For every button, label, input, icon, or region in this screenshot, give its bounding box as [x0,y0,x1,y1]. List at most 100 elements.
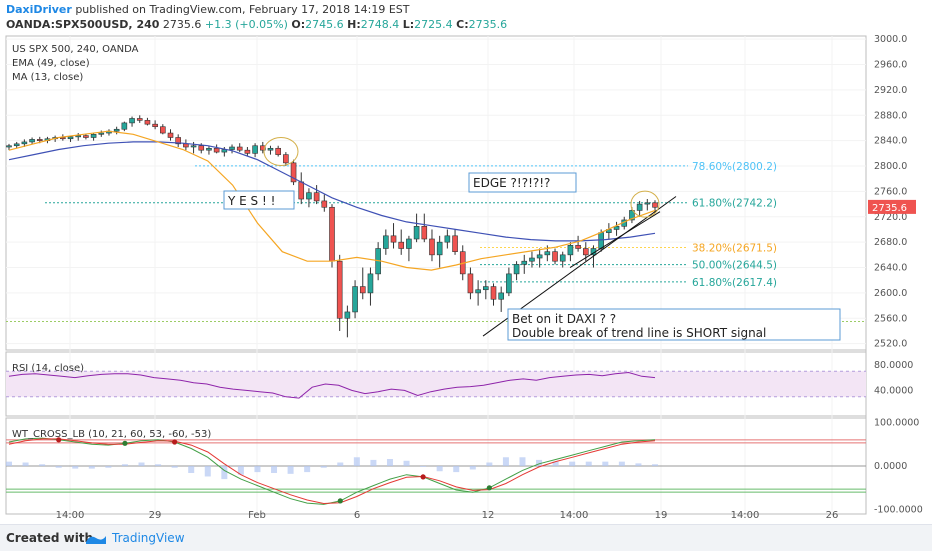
wt-hist-bar [138,462,145,466]
candle-body [306,192,312,200]
wt-cross-dot [486,485,492,491]
author-link[interactable]: DaxiDriver [6,3,72,16]
wt-hist-bar [304,466,311,473]
wt-hist-bar [271,466,278,473]
candle-body [582,248,589,256]
yes-annotation-text: Y E S ! ! [227,194,275,208]
wt-cross-dot [420,474,426,480]
x-tick-label: 19 [655,510,668,521]
candle-body [344,311,351,319]
y-tick-label: 2640.0 [874,263,907,274]
fib-level-label: 78.60%(2800.2) [692,161,777,173]
tradingview-link[interactable]: TradingView [112,531,185,545]
y-tick-label: 2840.0 [874,136,907,147]
candle-body [575,245,581,249]
candle-body [321,200,328,208]
footer-bar: Created with TradingView [0,524,932,551]
rsi-band [6,371,866,397]
candle-body [559,254,566,262]
candle-body [36,139,43,141]
wt-hist-bar [105,466,112,468]
candle-body [636,203,643,211]
close-value: 2735.6 [468,18,508,31]
fib-level-label: 50.00%(2644.5) [692,260,777,272]
y-tick-label: 2600.0 [874,288,907,299]
high-label: H: [347,18,361,31]
symbol-header: OANDA:SPX500USD, 240 2735.6 +1.3 (+0.05%… [6,18,507,31]
fib-level-label: 61.80%(2617.4) [692,277,777,289]
wt-cross-dot [337,498,343,504]
candle-body [498,292,504,300]
candle-body [98,132,105,135]
change-text: +1.3 (+0.05%) [204,18,288,31]
wt-hist-bar [88,466,95,469]
candle-body [544,251,551,256]
wt-tick-label: 0.0000 [874,461,907,472]
candle-body [598,232,604,249]
bet-annotation-text: Bet on it DAXI ? ? [512,312,616,326]
candle-body [452,235,458,252]
candle-body [506,273,512,294]
wt-hist-bar [320,466,327,468]
candle-body [613,226,620,230]
wt-hist-bar [519,457,526,466]
candle-body [13,143,20,147]
candle-body [652,202,658,208]
candle-body [67,136,74,140]
candle-body [390,235,397,243]
wt-hist-bar [22,462,29,466]
candle-body [129,118,135,124]
candle-body [359,286,366,294]
candle-body [475,289,481,294]
created-with-text: Created with [6,531,94,545]
candle-body [521,260,528,265]
wt-cross-dot [122,440,128,446]
candle-body [213,147,220,153]
y-tick-label: 3000.0 [874,34,907,45]
candle-body [21,141,28,145]
candle-body [290,162,297,183]
wt-hist-bar [155,464,162,466]
price-badge-text: 2735.6 [872,203,907,214]
wt-hist-bar [618,461,625,466]
candle-body [190,145,197,148]
wt-hist-bar [486,462,493,466]
last-price: 2735.6 [162,18,202,31]
candle-body [75,135,82,138]
wt-hist-bar [287,466,294,474]
publish-header: DaxiDriver published on TradingView.com,… [6,3,410,16]
highlight-circle-left [263,136,299,166]
wt-hist-bar [536,459,543,466]
candle-body [136,118,143,121]
wt-hist-bar [436,466,443,472]
wt-hist-bar [254,466,261,473]
candle-body [83,135,89,138]
candle-body [490,286,497,300]
chart-svg[interactable]: 3000.0 2960.0 2920.0 2880.0 2840.0 2800.0 2760… [0,0,932,524]
candle-body [513,264,520,275]
x-tick-label: 26 [826,510,839,521]
y-tick-label: 2680.0 [874,237,907,248]
wt-hist-bar [552,461,559,466]
wt1-line [8,437,656,505]
x-tick-label: 6 [354,510,360,521]
ema-legend: EMA (49, close) [12,58,90,69]
candle-body [329,206,335,262]
wt-tick-label: -100.0000 [874,505,923,516]
candle-body [413,226,420,240]
candle-body [552,251,558,262]
candle-body [398,241,405,249]
candle-body [29,139,35,143]
candle-body [529,257,535,262]
wt-hist-bar [171,466,178,468]
wt-hist-bar [72,466,79,469]
wt-hist-bar [585,461,592,466]
candle-body [421,226,428,240]
wt-hist-bar [39,464,46,466]
candle-body [629,210,635,221]
candle-body [113,128,120,132]
pane-border-0 [5,35,867,351]
candle-body [144,120,151,125]
candle-body [229,146,235,150]
